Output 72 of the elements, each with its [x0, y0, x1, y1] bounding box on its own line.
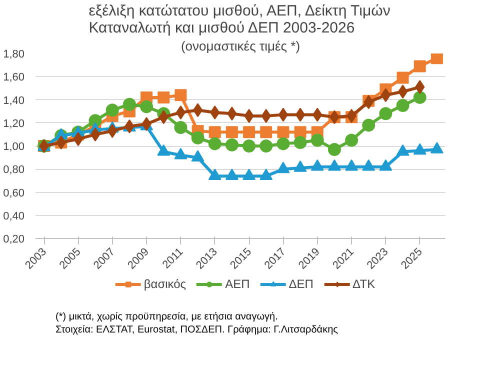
text: Στοιχεία: ΕΛΣΤΑΤ, Eurostat, ΠΟΣΔΕΠ. Γράφημα: Γ.Λιτσαρδάκης [56, 324, 338, 336]
chart-subtitle: (ονομαστικές τιμές *) [180, 38, 300, 54]
point [328, 159, 341, 171]
point [362, 159, 376, 171]
point [192, 103, 203, 118]
y-tick-label: 1,40 [3, 94, 25, 107]
point [225, 138, 238, 152]
y-tick-label: 1,00 [3, 141, 25, 153]
point [140, 100, 154, 114]
point [278, 108, 288, 122]
y-tick-label: 1,20 [3, 118, 25, 130]
point [158, 91, 170, 104]
point [276, 162, 290, 174]
legend-label: ΔΕΠ [288, 277, 314, 291]
point [157, 144, 170, 156]
point [73, 132, 84, 146]
point [242, 140, 256, 152]
point [260, 140, 273, 152]
point [226, 126, 238, 138]
point [277, 126, 290, 138]
point [174, 148, 188, 160]
legend-label: ΔΤΚ [352, 277, 376, 291]
point [243, 126, 256, 138]
point [345, 159, 358, 171]
y-tick-label: 0,20 [3, 234, 25, 246]
point [174, 121, 188, 134]
y-tick-label: 1,80 [3, 48, 25, 60]
y-tick-label: 0,60 [3, 187, 25, 200]
point [191, 150, 204, 162]
point [208, 137, 222, 150]
point [176, 105, 186, 120]
point [88, 114, 102, 128]
point [260, 168, 273, 180]
point [413, 143, 426, 155]
y-tick-label: 0,80 [3, 164, 25, 176]
point [362, 118, 376, 132]
point [122, 98, 136, 111]
point [90, 127, 100, 142]
legend-label: βασικός [144, 277, 186, 291]
chart-title: εξέλιξη κατώτατου μισθού, ΑΕΠ, Δείκτη Τιμών Καταναλωτή και μισθού ΔΕΠ 2003-2026 [88, 2, 390, 36]
point [276, 137, 290, 150]
point [396, 144, 410, 156]
point [295, 108, 306, 122]
point [260, 126, 272, 138]
point [430, 54, 443, 64]
point [414, 60, 426, 72]
point [396, 99, 410, 112]
point [413, 90, 426, 104]
point [242, 168, 256, 180]
point [294, 160, 307, 172]
point [430, 142, 444, 154]
point [396, 72, 409, 84]
point [208, 168, 222, 180]
point [398, 84, 408, 99]
text: (*) μικτά, χωρίς προϋπηρεσία, με ετήσια αναγωγή. [56, 312, 278, 322]
point [380, 88, 391, 102]
legend-label: ΑΕΠ [225, 277, 250, 291]
point [328, 142, 341, 156]
point [379, 159, 392, 171]
point [106, 104, 119, 117]
y-tick-label: 0,40 [3, 210, 25, 222]
point [191, 131, 204, 144]
point [208, 126, 221, 138]
point [345, 134, 358, 147]
point [310, 134, 324, 147]
point [379, 107, 392, 120]
point [174, 89, 187, 102]
point [310, 159, 324, 171]
y-tick-label: 1,60 [3, 72, 25, 84]
point [294, 126, 306, 138]
point [294, 136, 307, 150]
point [225, 168, 238, 180]
